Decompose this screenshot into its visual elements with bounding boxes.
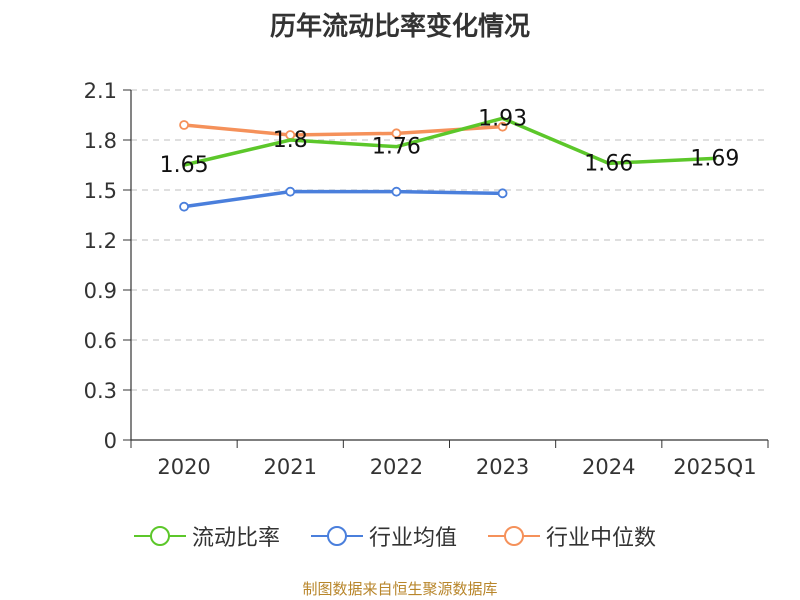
series-line — [182, 189, 505, 209]
data-point — [285, 186, 296, 197]
data-point — [179, 120, 189, 130]
y-tick-label: 0 — [104, 429, 117, 453]
y-tick-label: 1.8 — [84, 129, 117, 153]
legend-item-industry-mean[interactable]: 行业均值 — [311, 521, 457, 551]
legend-marker-industry-mean — [311, 526, 363, 546]
data-point — [497, 121, 508, 132]
data-point — [391, 186, 402, 197]
y-tick-label: 0.3 — [84, 379, 117, 403]
data-point — [391, 128, 402, 139]
y-tick-label: 1.5 — [84, 179, 117, 203]
legend-marker-current-ratio — [134, 526, 186, 546]
y-tick-label: 0.6 — [84, 329, 117, 353]
legend-marker-industry-median — [488, 526, 540, 546]
chart-title: 历年流动比率变化情况 — [269, 12, 530, 42]
legend-item-current-ratio[interactable]: 流动比率 — [134, 521, 280, 551]
data-label: 1.69 — [690, 146, 739, 171]
data-label: 1.93 — [478, 106, 527, 131]
data-point — [179, 201, 189, 212]
legend-label-industry-mean: 行业均值 — [369, 526, 458, 551]
legend-label-current-ratio: 流动比率 — [192, 526, 281, 551]
x-tick-label: 2021 — [264, 455, 317, 479]
x-tick-label: 2020 — [157, 455, 210, 479]
x-tick-label: 2022 — [370, 455, 423, 479]
series-line — [182, 123, 505, 137]
data-label: 1.8 — [273, 128, 308, 153]
series-line — [182, 116, 717, 167]
data-label: 1.65 — [160, 153, 209, 178]
data-point — [497, 188, 508, 199]
y-tick-label: 0.9 — [84, 279, 117, 303]
legend-label-industry-median: 行业中位数 — [546, 526, 657, 551]
y-tick-label: 2.1 — [84, 79, 117, 103]
legend-item-industry-median[interactable]: 行业中位数 — [488, 521, 656, 551]
x-tick-label: 2023 — [476, 455, 529, 479]
x-tick-label: 2024 — [582, 455, 635, 479]
y-tick-label: 1.2 — [84, 229, 117, 253]
data-label: 1.66 — [584, 151, 633, 176]
legend: 流动比率 行业均值 行业中位数 — [0, 521, 800, 551]
data-label: 1.76 — [372, 135, 421, 160]
x-tick-label: 2025Q1 — [673, 455, 756, 479]
data-source-footer: 制图数据来自恒生聚源数据库 — [302, 580, 498, 598]
